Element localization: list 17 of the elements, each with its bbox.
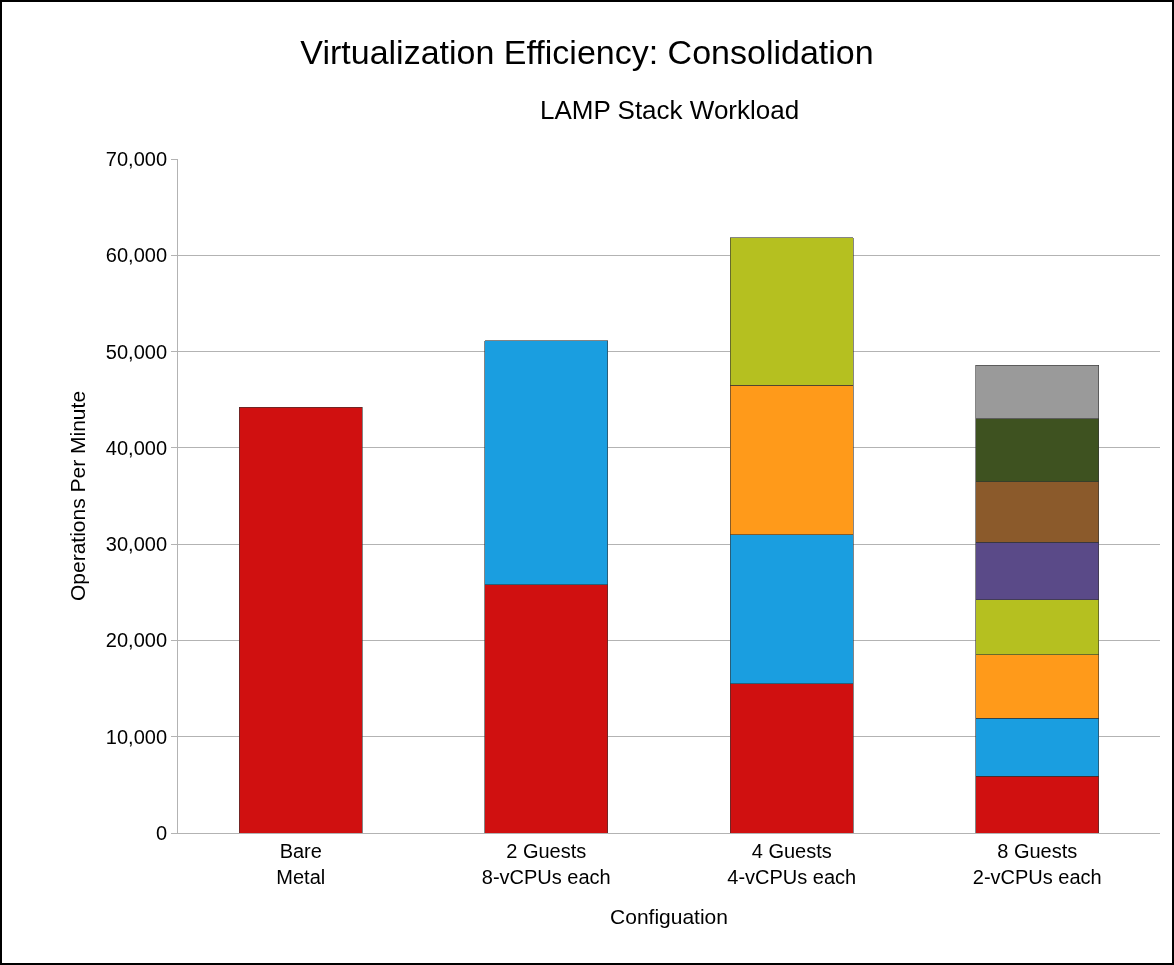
y-tick-label: 40,000 — [105, 436, 167, 459]
x-tick-label: Bare Metal — [276, 840, 326, 888]
y-tick-label: 50,000 — [105, 340, 167, 363]
bar — [239, 407, 363, 833]
chart-title: Virtualization Efficiency: Consolidation — [300, 32, 874, 71]
y-axis-title: Operations Per Minute — [65, 390, 89, 602]
x-tick-label: 2 Guests 8-vCPUs each — [481, 840, 611, 888]
x-axis-title: Configuation — [610, 905, 728, 929]
y-tick-label: 30,000 — [105, 533, 167, 556]
y-tick-label: 70,000 — [105, 148, 167, 170]
y-tick-label: 0 — [155, 822, 167, 844]
x-tick-label: 4 Guests 4-vCPUs each — [727, 840, 857, 888]
x-tick-label: 8 Guests 2-vCPUs each — [972, 840, 1102, 888]
chart-subtitle: LAMP Stack Workload — [540, 95, 800, 125]
y-tick-label: 60,000 — [105, 244, 167, 267]
y-tick-label: 20,000 — [105, 629, 167, 652]
y-tick-label: 10,000 — [105, 725, 167, 748]
